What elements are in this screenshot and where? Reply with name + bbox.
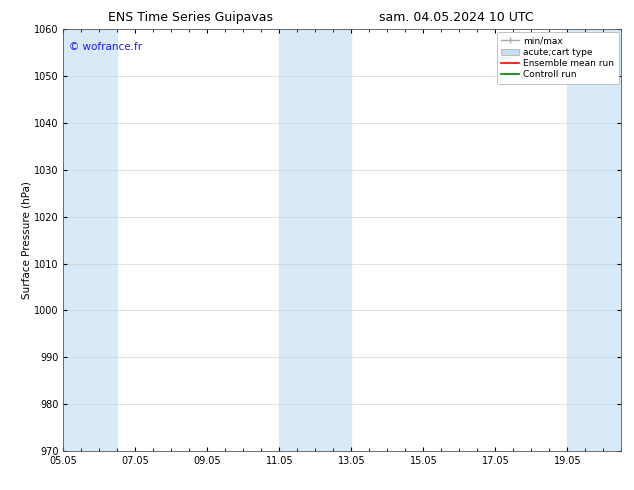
Text: © wofrance.fr: © wofrance.fr xyxy=(69,42,142,52)
Text: ENS Time Series Guipavas: ENS Time Series Guipavas xyxy=(108,11,273,24)
Legend: min/max, acute;cart type, Ensemble mean run, Controll run: min/max, acute;cart type, Ensemble mean … xyxy=(497,32,619,84)
Text: sam. 04.05.2024 10 UTC: sam. 04.05.2024 10 UTC xyxy=(379,11,534,24)
Bar xyxy=(280,29,351,451)
Bar xyxy=(567,29,621,451)
Bar xyxy=(63,29,117,451)
Y-axis label: Surface Pressure (hPa): Surface Pressure (hPa) xyxy=(21,181,31,299)
